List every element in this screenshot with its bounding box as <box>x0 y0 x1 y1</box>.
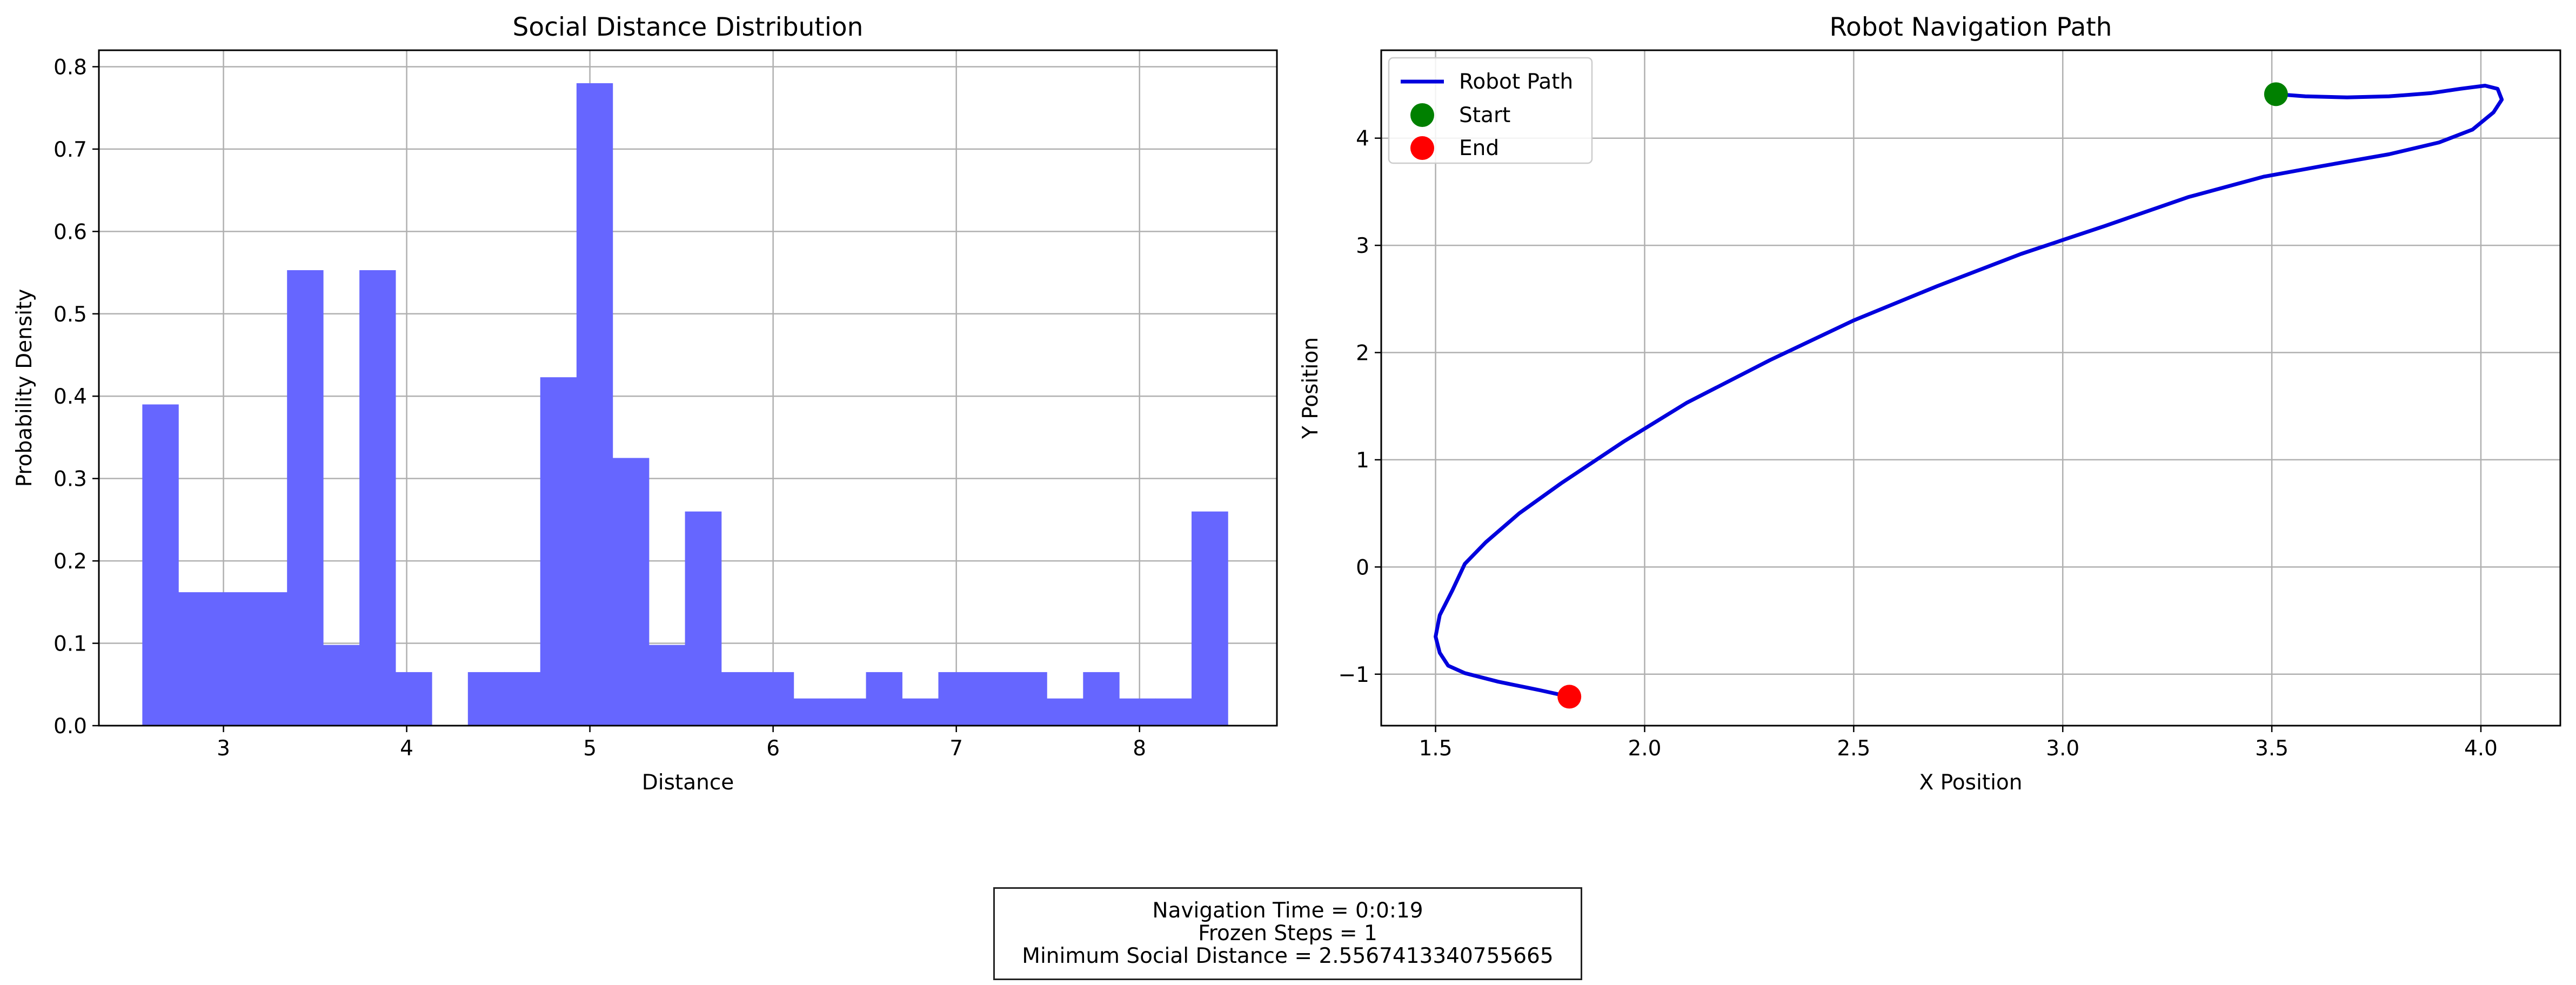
histogram-bar <box>287 270 324 726</box>
histogram-bar <box>504 672 541 726</box>
histogram-bar <box>576 83 613 726</box>
path-ytick-label: 4 <box>1356 127 1369 151</box>
path-xlabel: X Position <box>1919 770 2023 795</box>
hist-ylabel: Probability Density <box>12 289 37 487</box>
path-axes-frame <box>1380 49 2561 727</box>
histogram-bar <box>685 511 722 726</box>
histogram-bar <box>395 672 432 726</box>
legend-start-label: Start <box>1459 103 1510 128</box>
hist-axes-frame <box>98 49 1278 727</box>
path-xtick-label: 1.5 <box>1419 736 1453 761</box>
stats-box: Navigation Time = 0:0:19 Frozen Steps = … <box>993 887 1582 980</box>
histogram-bar <box>938 672 975 726</box>
path-xtick-label: 2.5 <box>1837 736 1870 761</box>
path-ylabel: Y Position <box>1299 337 1323 439</box>
histogram-bar <box>612 458 650 726</box>
histogram-bar <box>215 592 251 726</box>
min-social-distance-text: Minimum Social Distance = 2.556741334075… <box>1022 944 1554 968</box>
histogram-bar <box>902 698 939 726</box>
hist-ytick-label: 0.4 <box>53 385 87 409</box>
hist-ytick-label: 0.7 <box>53 138 87 162</box>
hist-ytick-label: 0.2 <box>53 550 87 574</box>
hist-ytick-label: 0.8 <box>53 55 87 79</box>
path-xtick-label: 2.0 <box>1628 736 1661 761</box>
legend-box <box>1388 57 1593 164</box>
histogram-bar <box>1011 672 1047 726</box>
hist-ytick-label: 0.6 <box>53 220 87 244</box>
legend-start-swatch <box>1410 103 1434 127</box>
histogram-bar <box>251 592 287 726</box>
legend-end-swatch <box>1410 136 1434 160</box>
histogram-bar <box>1119 698 1156 726</box>
end-marker <box>1557 685 1582 709</box>
histogram-bar <box>757 672 794 726</box>
hist-title: Social Distance Distribution <box>513 12 864 42</box>
histogram-bar <box>467 672 505 726</box>
histogram-bar <box>1083 672 1120 726</box>
hist-xtick-label: 3 <box>217 736 230 761</box>
histogram-bar <box>1192 511 1228 726</box>
navigation-time-text: Navigation Time = 0:0:19 <box>1152 899 1423 923</box>
histogram-bar <box>1047 698 1083 726</box>
histogram-bar <box>974 672 1011 726</box>
hist-xtick-label: 7 <box>949 736 963 761</box>
robot-path-line <box>1434 84 2504 699</box>
legend-robot-path-label: Robot Path <box>1459 70 1573 94</box>
path-ytick-label: 2 <box>1356 341 1369 366</box>
start-marker <box>2264 82 2288 106</box>
histogram-bar <box>540 377 577 726</box>
histogram-bar <box>721 672 758 726</box>
histogram-bar <box>359 270 396 726</box>
legend-end-label: End <box>1459 136 1499 160</box>
hist-xlabel: Distance <box>642 770 734 795</box>
hist-xtick-label: 8 <box>1133 736 1146 761</box>
histogram-bar <box>1155 698 1192 726</box>
path-ytick-label: 1 <box>1356 448 1369 473</box>
path-ytick-label: 0 <box>1356 555 1369 580</box>
path-xtick-label: 4.0 <box>2464 736 2498 761</box>
frozen-steps-text: Frozen Steps = 1 <box>1198 921 1377 946</box>
hist-ytick-label: 0.1 <box>53 632 87 656</box>
hist-xtick-label: 4 <box>400 736 413 761</box>
histogram-bar <box>178 592 215 726</box>
hist-ytick-label: 0.5 <box>53 303 87 327</box>
histogram-bar <box>323 645 360 726</box>
histogram-bar <box>648 645 686 726</box>
path-title: Robot Navigation Path <box>1830 12 2112 42</box>
hist-ytick-label: 0.0 <box>53 714 87 739</box>
path-ytick-label: 3 <box>1356 234 1369 258</box>
histogram-bar <box>829 698 867 726</box>
hist-xtick-label: 6 <box>766 736 780 761</box>
hist-xtick-label: 5 <box>583 736 597 761</box>
path-xtick-label: 3.5 <box>2255 736 2289 761</box>
hist-ytick-label: 0.3 <box>53 467 87 492</box>
histogram-bar <box>866 672 902 726</box>
path-xtick-label: 3.0 <box>2046 736 2079 761</box>
path-ytick-label: −1 <box>1339 663 1370 687</box>
histogram-bar <box>793 698 831 726</box>
histogram-bar <box>142 404 179 726</box>
